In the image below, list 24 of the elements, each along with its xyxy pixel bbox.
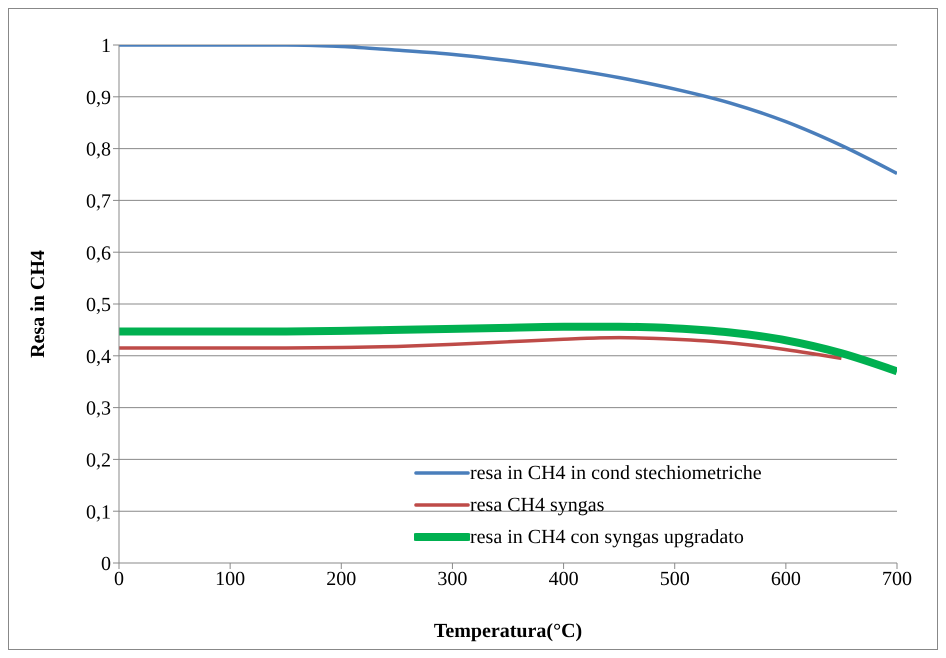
x-tick-label: 200 bbox=[326, 568, 356, 590]
y-tick-label: 0,8 bbox=[86, 138, 111, 161]
y-tick-label: 1 bbox=[101, 35, 111, 58]
y-tick-label: 0,6 bbox=[86, 242, 111, 264]
x-axis-title: Temperatura(°C) bbox=[434, 620, 582, 642]
x-tick-label: 300 bbox=[437, 568, 468, 590]
x-tick-label: 100 bbox=[215, 568, 246, 590]
line-series bbox=[119, 336, 844, 360]
y-tick-label: 0,7 bbox=[86, 190, 111, 212]
y-tick-label: 0,5 bbox=[86, 294, 111, 316]
x-tick-label: 400 bbox=[548, 568, 579, 590]
y-tick-label: 0,9 bbox=[86, 86, 111, 109]
y-axis-title: Resa in CH4 bbox=[27, 250, 50, 358]
y-tick-label: 0,3 bbox=[86, 398, 111, 420]
y-tick-label: 0,1 bbox=[86, 501, 111, 524]
legend-label: resa in CH4 con syngas upgradato bbox=[470, 526, 744, 548]
x-tick-label: 600 bbox=[770, 568, 801, 590]
y-tick-label: 0,2 bbox=[86, 450, 111, 472]
legend-label: resa CH4 syngas bbox=[470, 494, 604, 516]
legend-label: resa in CH4 in cond stechiometriche bbox=[470, 462, 762, 484]
y-tick-label: 0 bbox=[101, 553, 111, 576]
x-tick-label: 700 bbox=[882, 568, 912, 590]
x-tick-label: 500 bbox=[660, 568, 690, 590]
y-tick-label: 0,4 bbox=[86, 346, 111, 368]
